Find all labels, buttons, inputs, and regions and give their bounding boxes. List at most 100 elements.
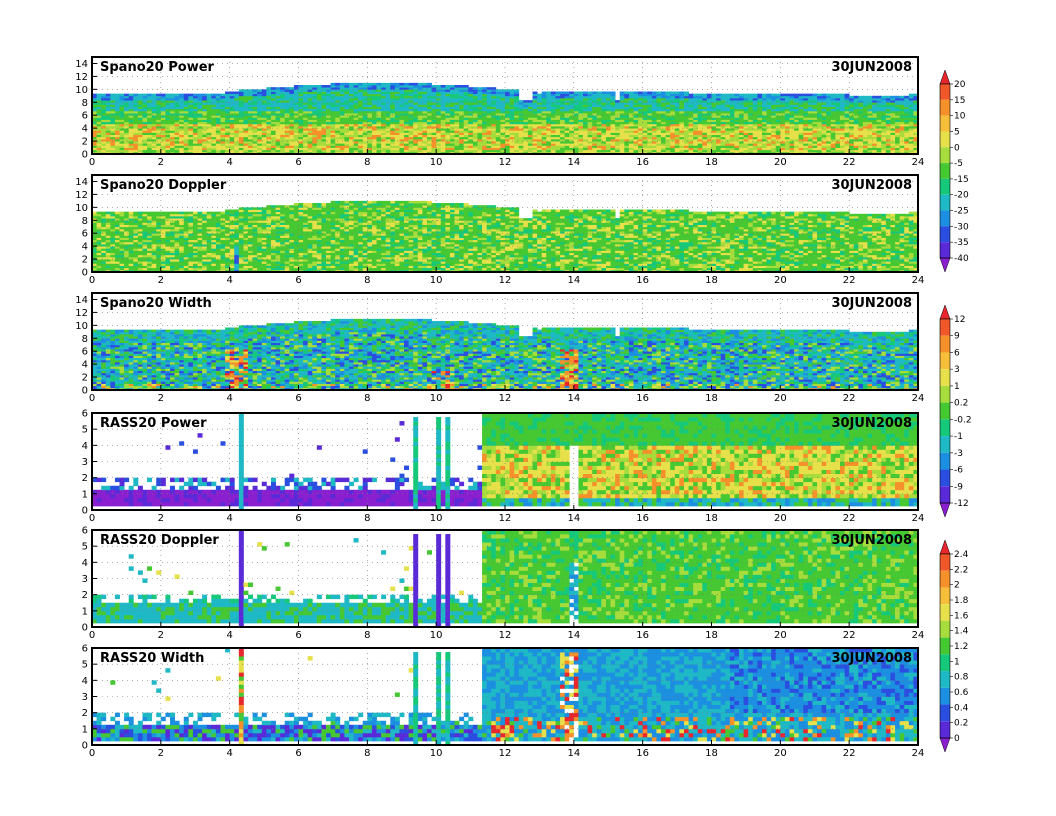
heatmap-cell: [587, 147, 593, 151]
heatmap-cell: [578, 141, 584, 144]
heatmap-cell: [468, 132, 474, 135]
heatmap-cell: [270, 143, 276, 146]
heatmap-cell: [550, 123, 556, 127]
heatmap-cell: [367, 95, 373, 99]
heatmap-cell: [426, 91, 432, 95]
heatmap-cell: [404, 147, 410, 151]
heatmap-cell: [339, 132, 345, 135]
heatmap-cell: [257, 95, 263, 99]
heatmap-cell: [243, 138, 249, 142]
heatmap-cell: [610, 102, 616, 105]
heatmap-cell: [495, 149, 501, 153]
heatmap-cell: [229, 97, 235, 101]
heatmap-cell: [206, 95, 212, 99]
heatmap-cell: [119, 132, 125, 135]
heatmap-cell: [225, 141, 231, 144]
heatmap-cell: [491, 106, 497, 110]
heatmap-cell: [339, 91, 345, 95]
heatmap-cell: [413, 110, 419, 114]
heatmap-cell: [527, 115, 533, 118]
heatmap-cell: [569, 95, 575, 99]
heatmap-cell: [211, 130, 217, 133]
heatmap-cell: [422, 132, 428, 135]
heatmap-cell: [550, 125, 556, 129]
heatmap-cell: [596, 141, 602, 144]
heatmap-cell: [234, 138, 240, 142]
heatmap-cell: [238, 95, 244, 99]
heatmap-cell: [101, 97, 107, 101]
heatmap-cell: [225, 147, 231, 151]
heatmap-cell: [160, 132, 166, 135]
heatmap-cell: [280, 115, 286, 118]
heatmap-cell: [532, 147, 538, 151]
heatmap-cell: [188, 106, 194, 110]
heatmap-cell: [610, 91, 616, 95]
heatmap-cell: [527, 117, 533, 120]
heatmap-cell: [601, 95, 607, 99]
heatmap-cell: [422, 115, 428, 118]
heatmap-cell: [133, 110, 139, 114]
heatmap-cell: [165, 136, 171, 140]
heatmap-cell: [280, 147, 286, 151]
heatmap-cell: [417, 121, 423, 125]
heatmap-cell: [615, 125, 621, 129]
heatmap-cell: [560, 130, 566, 133]
heatmap-cell: [215, 113, 221, 116]
heatmap-cell: [573, 104, 579, 107]
heatmap-cell: [468, 102, 474, 105]
heatmap-cell: [96, 147, 102, 151]
heatmap-cell: [183, 134, 189, 138]
heatmap-cell: [165, 138, 171, 142]
heatmap-cell: [638, 115, 644, 118]
heatmap-cell: [142, 136, 148, 140]
heatmap-cell: [220, 121, 226, 125]
heatmap-cell: [628, 115, 634, 118]
heatmap-cell: [642, 134, 648, 138]
heatmap-cell: [270, 147, 276, 151]
heatmap-cell: [583, 95, 588, 99]
heatmap-cell: [472, 102, 478, 105]
heatmap-cell: [518, 113, 524, 116]
heatmap-cell: [215, 97, 221, 101]
heatmap-cell: [307, 143, 313, 146]
heatmap-cell: [298, 100, 304, 103]
heatmap-cell: [284, 117, 290, 120]
heatmap-cell: [440, 132, 446, 135]
heatmap-cell: [330, 104, 336, 107]
heatmap-cell: [445, 147, 451, 151]
heatmap-cell: [417, 143, 423, 146]
heatmap-cell: [303, 115, 309, 118]
heatmap-cell: [560, 93, 566, 97]
heatmap-cell: [211, 102, 217, 105]
heatmap-cell: [367, 100, 373, 103]
heatmap-cell: [248, 128, 254, 131]
heatmap-cell: [468, 123, 474, 127]
heatmap-cell: [367, 128, 373, 131]
heatmap-cell: [137, 147, 143, 151]
heatmap-cell: [197, 110, 203, 114]
heatmap-cell: [431, 104, 437, 107]
heatmap-cell: [170, 121, 175, 125]
heatmap-cell: [110, 95, 116, 99]
heatmap-cell: [124, 147, 130, 151]
heatmap-cell: [376, 87, 382, 90]
heatmap-cell: [509, 102, 515, 105]
heatmap-cell: [128, 134, 134, 138]
heatmap-cell: [500, 125, 506, 129]
heatmap-cell: [449, 145, 455, 148]
heatmap-cell: [137, 132, 143, 135]
heatmap-cell: [509, 132, 515, 135]
heatmap-cell: [573, 113, 579, 116]
heatmap-cell: [119, 97, 125, 101]
heatmap-cell: [468, 141, 474, 144]
heatmap-cell: [206, 136, 212, 140]
heatmap-cell: [174, 121, 180, 125]
heatmap-cell: [486, 100, 492, 103]
heatmap-cell: [523, 143, 529, 146]
heatmap-cell: [156, 147, 162, 151]
heatmap-cell: [564, 123, 570, 127]
heatmap-cell: [472, 110, 478, 114]
heatmap-cell: [358, 143, 364, 146]
heatmap-cell: [339, 93, 345, 97]
heatmap-cell: [555, 132, 561, 135]
